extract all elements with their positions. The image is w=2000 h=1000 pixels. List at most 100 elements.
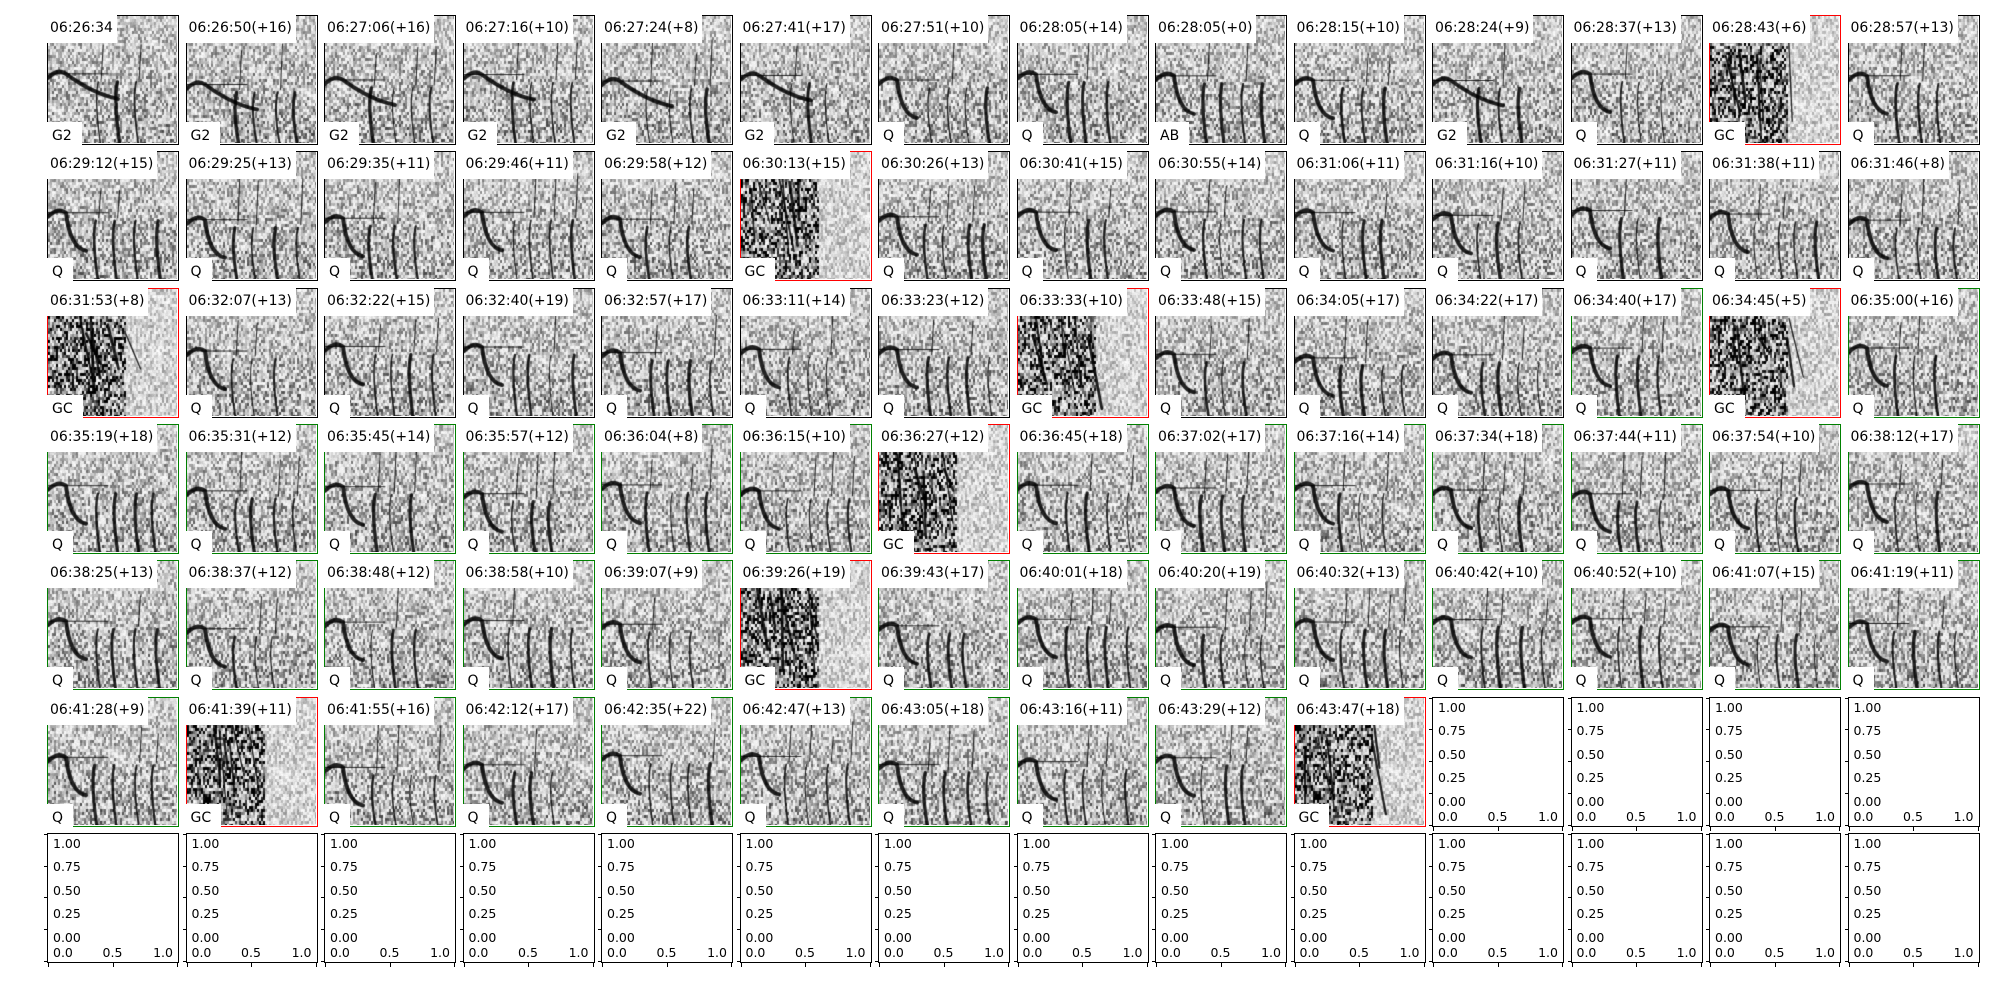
spectrogram-panel: 06:43:16(+11) Q [1014, 694, 1149, 829]
y-tick-mark [1844, 833, 1849, 835]
y-tick-mark [44, 929, 48, 931]
x-tick-mark [1774, 962, 1776, 967]
panel-timestamp: 06:40:32(+13) [1291, 558, 1404, 589]
spectrogram-panel: 06:33:48(+15) Q [1153, 285, 1287, 420]
spectrogram-panel: 06:36:27(+12) GC [876, 421, 1010, 556]
y-tick-label: 0.25 [330, 906, 358, 922]
x-tick-mark [1008, 962, 1009, 967]
x-tick-label: 1.0 [1122, 944, 1143, 960]
y-tick-mark [1844, 897, 1849, 899]
spectrogram-panel: 06:37:16(+14) Q [1291, 421, 1426, 556]
spectrogram-panel: 06:28:57(+13) Q [1845, 13, 1980, 147]
panel-class-label: Q [1291, 667, 1320, 693]
y-tick-mark [1567, 792, 1572, 794]
x-tick-mark [943, 962, 945, 967]
panel-timestamp: 06:42:35(+22) [599, 694, 712, 725]
x-tick-label: 1.0 [1953, 944, 1974, 960]
x-tick-label: 0.0 [1715, 944, 1735, 960]
y-tick-mark [182, 865, 187, 867]
x-tick-mark [1156, 962, 1157, 967]
panel-class-label: G2 [599, 122, 636, 147]
x-tick-label: 1.0 [845, 944, 866, 960]
y-tick-label: 1.00 [1576, 835, 1605, 851]
x-tick-mark [1848, 962, 1850, 967]
y-tick-mark [1844, 761, 1849, 762]
panel-timestamp: 06:29:58(+12) [599, 149, 712, 180]
x-tick-mark [1220, 962, 1222, 967]
panel-class-label: G2 [322, 122, 359, 147]
y-tick-mark [182, 897, 187, 899]
panel-class-label: Q [1014, 530, 1043, 556]
x-tick-label: 0.5 [1487, 944, 1508, 960]
panel-class-label: Q [460, 258, 489, 284]
panel-class-label: GC [737, 667, 776, 693]
x-tick-mark [1636, 962, 1637, 967]
y-tick-mark [1429, 865, 1433, 867]
y-tick-label: 0.25 [1576, 770, 1605, 785]
y-tick-label: 0.25 [1576, 906, 1605, 922]
panel-timestamp: 06:31:53(+8) [45, 285, 149, 316]
spectrogram-panel: 06:41:55(+16) Q [322, 694, 456, 829]
y-tick-label: 0.25 [1853, 906, 1882, 922]
y-tick-mark [598, 865, 602, 867]
panel-timestamp: 06:27:16(+10) [460, 13, 573, 43]
y-tick-mark [1290, 929, 1295, 931]
x-tick-mark [1913, 962, 1914, 967]
y-tick-label: 0.25 [1715, 770, 1743, 785]
panel-class-label: Q [599, 394, 628, 420]
x-tick-label: 0.0 [468, 944, 489, 960]
x-tick-label: 0.5 [1072, 944, 1092, 960]
x-tick-label: 0.0 [1853, 808, 1874, 824]
y-tick-label: 0.50 [1853, 746, 1882, 762]
panel-class-label: Q [1291, 122, 1320, 147]
x-tick-label: 0.0 [607, 944, 627, 960]
x-tick-mark [251, 962, 252, 967]
x-tick-mark [1146, 962, 1148, 967]
panel-timestamp: 06:29:46(+11) [460, 149, 573, 180]
y-tick-mark [1290, 897, 1295, 899]
y-tick-mark [1844, 792, 1849, 794]
panel-class-label: GC [45, 394, 83, 420]
spectrogram-panel: 06:41:19(+11) Q [1845, 558, 1980, 693]
x-tick-mark [528, 962, 529, 967]
empty-axes: 0.00 0.25 0.50 0.75 1.00 0.0 0.5 1.0 [1844, 832, 1980, 967]
empty-axes: 0.00 0.25 0.50 0.75 1.00 0.0 0.5 1.0 [1013, 832, 1149, 967]
panel-class-label: G2 [737, 122, 775, 147]
x-tick-mark [1913, 826, 1914, 831]
y-tick-mark [1429, 833, 1433, 835]
panel-timestamp: 06:40:42(+10) [1430, 558, 1543, 589]
panel-class-label: Q [322, 258, 351, 284]
spectrogram-panel: 06:31:53(+8) GC [45, 285, 179, 420]
y-tick-label: 0.50 [53, 882, 81, 898]
y-tick-label: 0.75 [1438, 859, 1466, 875]
y-tick-label: 1.00 [884, 835, 912, 851]
y-tick-mark [1429, 792, 1433, 794]
y-tick-label: 0.00 [191, 929, 220, 945]
x-tick-mark [740, 962, 742, 967]
panel-class-label: Q [1153, 530, 1182, 556]
panel-class-label: Q [876, 258, 905, 284]
spectrogram-panel: 06:29:58(+12) Q [599, 149, 733, 284]
spectrogram-panel: 06:40:20(+19) Q [1153, 558, 1287, 693]
x-tick-mark [325, 962, 326, 967]
panel-timestamp: 06:32:57(+17) [599, 285, 712, 316]
panel-class-label: Q [1568, 122, 1597, 147]
y-tick-mark [1567, 729, 1572, 731]
panel-class-label: Q [1430, 258, 1459, 284]
x-tick-mark [1636, 826, 1637, 831]
y-tick-label: 0.00 [1576, 929, 1605, 945]
spectrogram-panel: 06:27:51(+10) Q [876, 13, 1010, 147]
y-tick-mark [459, 960, 464, 962]
y-tick-label: 0.50 [1438, 746, 1466, 762]
panel-class-label: Q [1153, 803, 1182, 829]
spectrogram-panel: 06:34:05(+17) Q [1291, 285, 1426, 420]
spectrogram-panel: 06:31:46(+8) Q [1845, 149, 1980, 284]
spectrogram-panel: 06:35:57(+12) Q [460, 421, 595, 556]
spectrogram-panel: 06:38:12(+17) Q [1845, 421, 1980, 556]
panel-timestamp: 06:38:25(+13) [45, 558, 158, 589]
y-tick-mark [182, 833, 187, 835]
y-tick-label: 1.00 [468, 835, 497, 851]
spectrogram-panel: 06:36:15(+10) Q [737, 421, 872, 556]
panel-timestamp: 06:30:41(+15) [1014, 149, 1127, 180]
y-tick-mark [1706, 761, 1710, 762]
